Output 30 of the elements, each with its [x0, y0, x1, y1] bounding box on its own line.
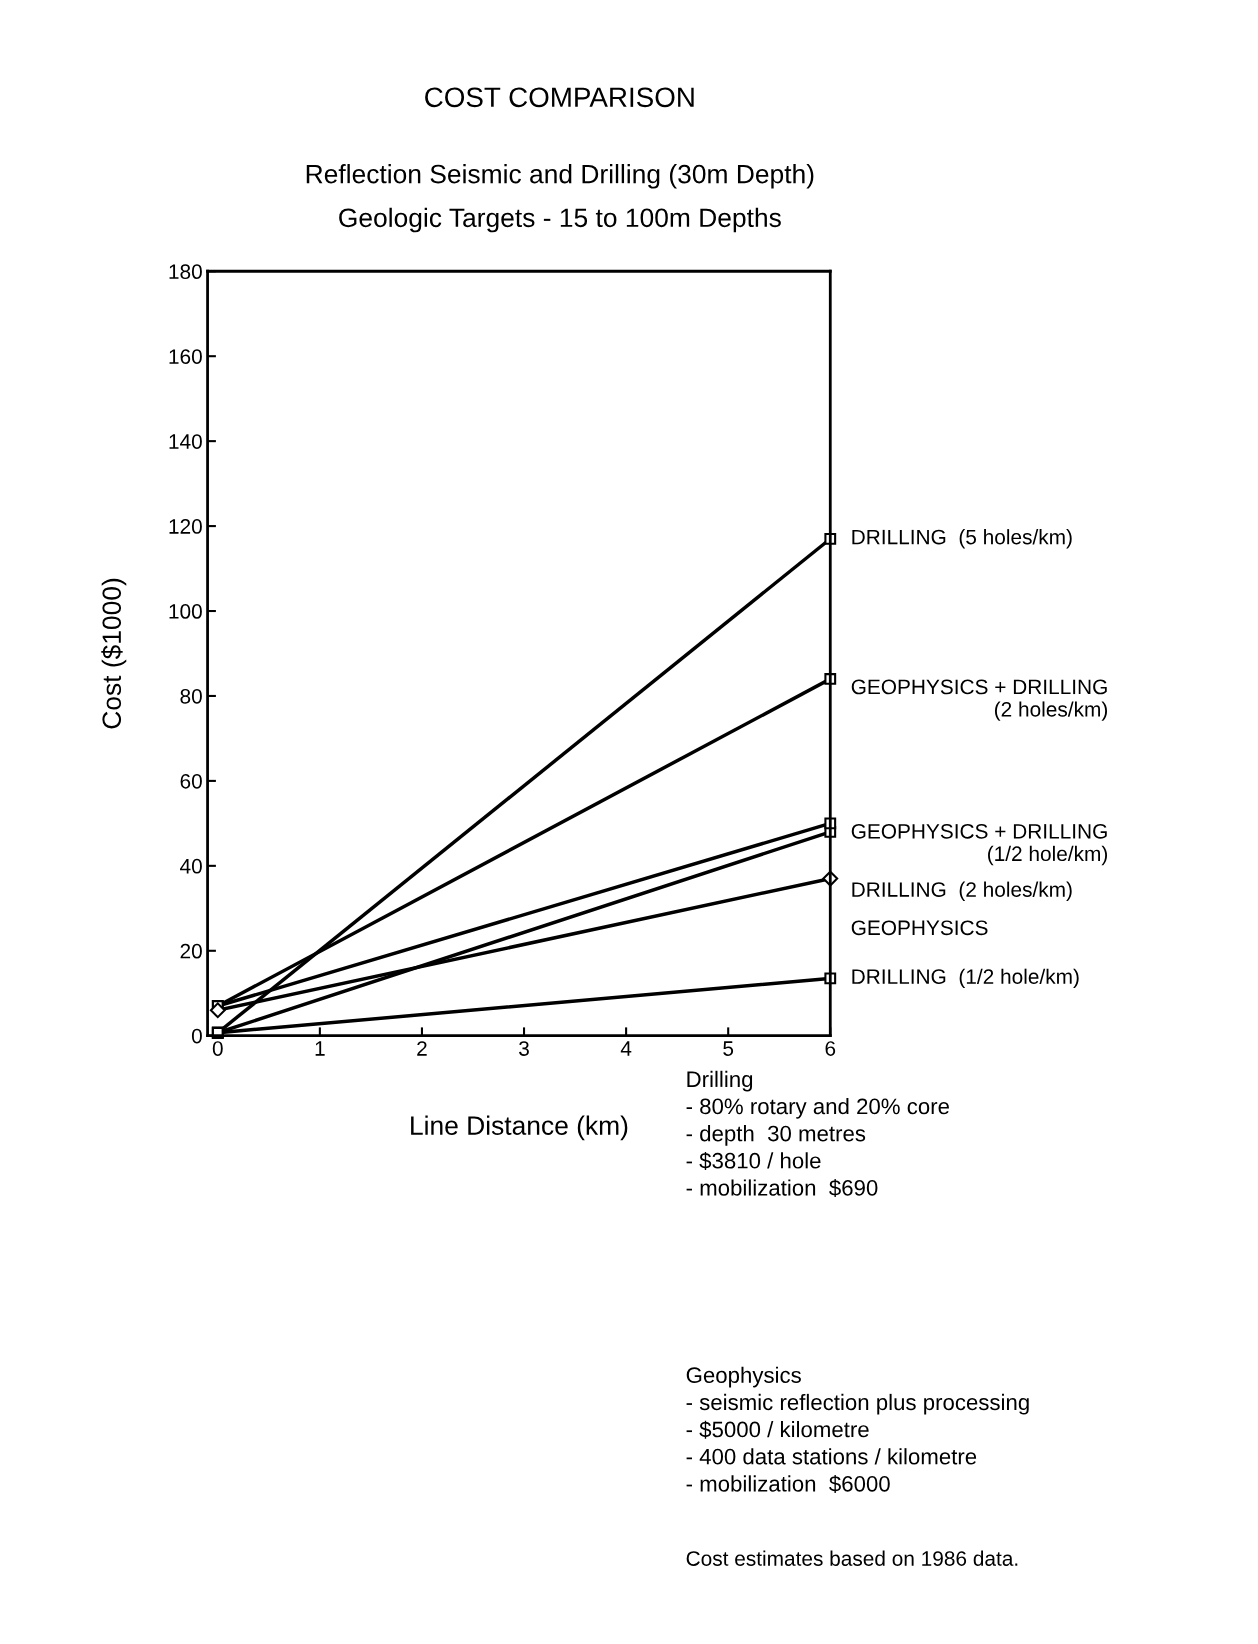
text: Geophysics - seismic reflection plus processing - $5000 / kilometre - 400 data stations / kilometre - mobilization $6000 — [686, 1366, 1029, 1493]
x-tick-label: 3 — [519, 1041, 529, 1056]
x-tick-label: 6 — [825, 1041, 836, 1056]
y-tick-label: 180 — [169, 264, 202, 280]
series-label: GEOPHYSICS + DRILLING (1/2 hole/km) — [851, 823, 1108, 866]
y-tick-label: 80 — [180, 688, 202, 704]
x-tick-label: 5 — [723, 1041, 734, 1056]
x-tick-label: 4 — [620, 1041, 632, 1056]
text: Cost estimates based on 1986 data. — [686, 1550, 1018, 1566]
y-axis-title: Cost ($1000) — [101, 578, 127, 729]
x-tick-label: 0 — [212, 1041, 223, 1056]
x-axis-title: Line Distance (km) — [411, 1115, 628, 1141]
y-tick-label: 0 — [191, 1028, 202, 1044]
y-tick-label: 60 — [180, 773, 202, 789]
y-tick-label: 140 — [169, 434, 202, 449]
chart-subtitle: Reflection Seismic and Drilling (30m Depth) Geologic Targets - 15 to 100m Depths — [306, 164, 814, 233]
text: Drilling - 80% rotary and 20% core - depth 30 metres - $3810 / hole - mobilization $690 — [686, 1070, 949, 1198]
series-label: DRILLING (5 holes/km) — [852, 529, 1072, 549]
y-tick-label: 120 — [169, 519, 202, 534]
series-label: GEOPHYSICS + DRILLING (2 holes/km) — [851, 679, 1108, 721]
y-tick-label: 20 — [180, 943, 202, 959]
series-label: GEOPHYSICS — [851, 920, 988, 936]
text: DRILLING (2 holes/km) — [852, 881, 1072, 902]
y-tick-label: 160 — [169, 349, 202, 364]
x-tick-label: 2 — [417, 1041, 427, 1056]
y-tick-label: 40 — [180, 858, 202, 874]
y-tick-label: 100 — [169, 604, 202, 619]
series-label: DRILLING (1/2 hole/km) — [852, 968, 1079, 989]
chart-title: COST COMPARISON — [425, 87, 694, 108]
x-tick-label: 1 — [315, 1041, 325, 1056]
